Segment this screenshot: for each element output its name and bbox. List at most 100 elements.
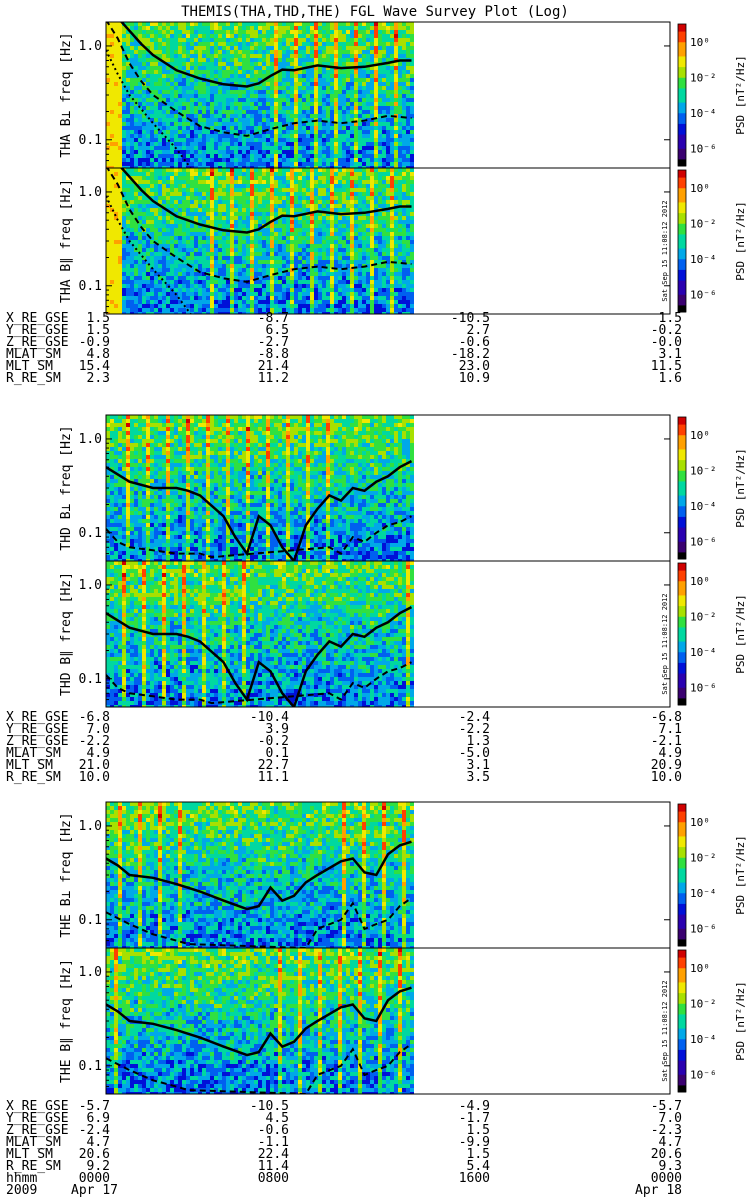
time-axis-row-label: hhmm (6, 1171, 37, 1186)
ephemeris-value: -8.7 (258, 311, 289, 326)
spectrogram-panel: 0.1 1.0 THA B⊥ freq [Hz] 10⁰ 10⁻² 10⁻⁴ 10⁻⁶ PSD… (59, 21, 747, 169)
colorbar-tick-label: 10⁻⁴ (690, 107, 717, 120)
spectrum-dashed-line (106, 168, 412, 283)
ephemeris-value: 23.0 (459, 359, 490, 374)
y-tick-label: 1.0 (79, 965, 102, 980)
ephemeris-value: 3.1 (659, 347, 682, 362)
ephemeris-value: 20.6 (651, 1147, 682, 1162)
colorbar-tick-label: 10⁻² (690, 464, 717, 477)
spectrum-dotted-line (106, 49, 192, 168)
ephemeris-row-label: MLAT_SM (6, 347, 61, 362)
ephemeris-value: 15.4 (79, 359, 110, 374)
spectrum-solid-line (106, 459, 413, 561)
y-tick-label: 1.0 (79, 185, 102, 200)
y-axis-label: THA B∥ freq [Hz] (59, 179, 74, 303)
ephemeris-value: -6.8 (651, 710, 682, 725)
ephemeris-row-label: Y_RE_GSE (6, 323, 69, 338)
ephemeris-value: -2.2 (459, 722, 490, 737)
ephemeris-value: 1.5 (659, 311, 682, 326)
ephemeris-value: -2.1 (651, 734, 682, 749)
ephemeris-block: X_RE_GSE -5.7 -10.5 -4.9 -5.7Y_RE_GSE 6.9 4.5-… (6, 1099, 682, 1174)
ephemeris-value: 3.5 (467, 770, 490, 785)
spectrum-dashed-line (106, 661, 412, 705)
timestamp-label: Sat Sep 15 11:08:12 2012 (661, 980, 669, 1081)
ephemeris-value: -4.9 (459, 1099, 490, 1114)
ephemeris-row-label: R_RE_SM (6, 1159, 61, 1174)
colorbar-tick-label: 10⁻² (690, 851, 717, 864)
spectrum-dashed-line (106, 515, 412, 559)
ephemeris-value: -9.9 (459, 1135, 490, 1150)
colorbar-tick-label: 10⁰ (690, 182, 710, 195)
spectrogram-cells (106, 168, 414, 314)
y-tick-label: 0.1 (79, 526, 102, 541)
ephemeris-value: 22.7 (258, 758, 289, 773)
ephemeris-value: -5.7 (79, 1099, 110, 1114)
colorbar-tick-label: 10⁰ (690, 962, 710, 975)
y-tick-label: 1.0 (79, 819, 102, 834)
colorbar-tick-label: 10⁰ (690, 575, 710, 588)
spectrogram-panel: 0.1 1.0 THD B∥ freq [Hz] 10⁰ 10⁻² 10⁻⁴ 10⁻⁶ PSD… (59, 560, 747, 708)
spectrum-solid-line (119, 168, 412, 234)
colorbar-tick-label: 10⁻⁶ (690, 535, 717, 548)
ephemeris-value: 11.4 (258, 1159, 289, 1174)
ephemeris-row-label: MLAT_SM (6, 746, 61, 761)
ephemeris-value: -0.0 (651, 335, 682, 350)
ephemeris-value: 1.5 (467, 1147, 490, 1162)
ephemeris-value: 2.3 (87, 371, 110, 386)
colorbar-tick-label: 10⁻⁶ (690, 288, 717, 301)
ephemeris-value: 2.7 (467, 323, 490, 338)
timestamp-label: Sat Sep 15 11:08:12 2012 (661, 200, 669, 301)
colorbar-tick-label: 10⁻⁶ (690, 681, 717, 694)
date-label: Apr 17 (71, 1183, 118, 1198)
colorbar: 10⁰ 10⁻² 10⁻⁴ 10⁻⁶ PSD [nT²/Hz] (677, 416, 747, 560)
ephemeris-value: -0.2 (651, 323, 682, 338)
colorbar: 10⁰ 10⁻² 10⁻⁴ 10⁻⁶ PSD [nT²/Hz] (677, 169, 747, 313)
ephemeris-value: 6.9 (87, 1111, 110, 1126)
ephemeris-value: -0.6 (459, 335, 490, 350)
colorbar-tick-label: 10⁻⁴ (690, 253, 717, 266)
spectrum-dashed-line (106, 897, 413, 948)
ephemeris-value: -8.8 (258, 347, 289, 362)
ephemeris-row-label: MLT_SM (6, 1147, 53, 1162)
ephemeris-row-label: MLT_SM (6, 359, 53, 374)
ephemeris-value: -0.9 (79, 335, 110, 350)
ephemeris-row-label: R_RE_SM (6, 371, 61, 386)
colorbar: 10⁰ 10⁻² 10⁻⁴ 10⁻⁶ PSD [nT²/Hz] (677, 562, 747, 706)
ephemeris-value: -5.7 (651, 1099, 682, 1114)
time-tick-label: 0800 (258, 1171, 289, 1186)
spectrum-solid-line (106, 986, 412, 1057)
ephemeris-row-label: Z_RE_GSE (6, 734, 69, 749)
colorbar-label: PSD [nT²/Hz] (734, 448, 747, 527)
ephemeris-value: -2.7 (258, 335, 289, 350)
y-tick-label: 1.0 (79, 578, 102, 593)
spectrogram-cells (106, 948, 414, 1094)
spectrogram-cells (106, 561, 414, 707)
ephemeris-value: 11.1 (258, 770, 289, 785)
ephemeris-value: -2.2 (79, 734, 110, 749)
spectrum-dashed-line (106, 22, 412, 137)
ephemeris-value: 1.5 (87, 311, 110, 326)
ephemeris-value: 0.1 (266, 746, 289, 761)
ephemeris-value: 1.3 (467, 734, 490, 749)
colorbar-tick-label: 10⁻⁶ (690, 922, 717, 935)
ephemeris-value: 6.5 (266, 323, 289, 338)
ephemeris-value: 9.3 (659, 1159, 682, 1174)
colorbar-tick-label: 10⁰ (690, 429, 710, 442)
ephemeris-value: 4.8 (87, 347, 110, 362)
ephemeris-value: -0.6 (258, 1123, 289, 1138)
ephemeris-row-label: Z_RE_GSE (6, 335, 69, 350)
ephemeris-value: 11.5 (651, 359, 682, 374)
ephemeris-value: 3.9 (266, 722, 289, 737)
colorbar-label: PSD [nT²/Hz] (734, 594, 747, 673)
y-tick-label: 0.1 (79, 279, 102, 294)
ephemeris-value: 10.9 (459, 371, 490, 386)
ephemeris-value: 20.6 (79, 1147, 110, 1162)
ephemeris-value: -10.5 (250, 1099, 289, 1114)
ephemeris-value: 5.4 (467, 1159, 491, 1174)
ephemeris-value: 7.0 (87, 722, 110, 737)
ephemeris-value: 22.4 (258, 1147, 289, 1162)
ephemeris-value: -1.1 (258, 1135, 289, 1150)
spectrogram-cells (106, 802, 414, 948)
ephemeris-value: 4.9 (87, 746, 110, 761)
